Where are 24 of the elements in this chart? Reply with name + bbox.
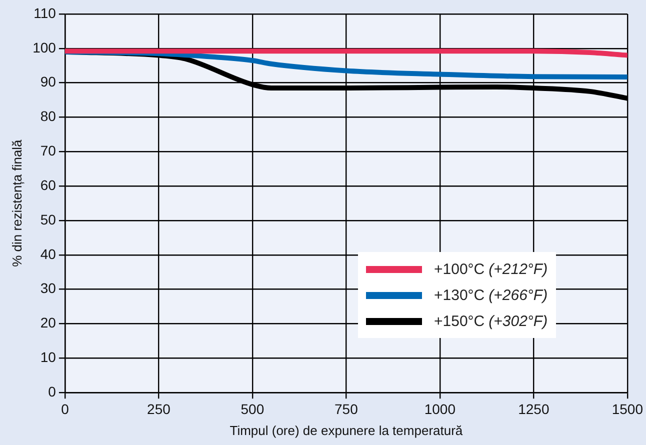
- x-axis-title: Timpul (ore) de expunere la temperatură: [230, 422, 464, 438]
- y-tick-label: 90: [40, 74, 56, 90]
- y-tick-label: 40: [40, 246, 56, 262]
- x-tick-label: 1000: [424, 400, 456, 417]
- y-tick-label: 100: [32, 39, 56, 56]
- y-tick-label: 20: [40, 314, 56, 331]
- x-tick-label: 750: [334, 400, 358, 417]
- y-tick-label: 10: [40, 349, 56, 366]
- x-tick-label: 500: [240, 400, 264, 417]
- x-tick-label: 1500: [612, 400, 644, 417]
- y-tick-label: 70: [40, 142, 56, 159]
- y-tick-label: 110: [34, 4, 56, 21]
- legend-label: +150°C (+302°F): [434, 312, 548, 330]
- y-tick-label: 60: [40, 176, 56, 193]
- x-tick-label: 0: [61, 400, 70, 417]
- y-tick-label: 50: [40, 211, 56, 228]
- x-tick-label: 250: [147, 400, 171, 417]
- y-tick-label: 0: [48, 383, 56, 400]
- y-axis-title: % din rezistența finală: [9, 138, 24, 267]
- y-tick-label: 80: [40, 108, 56, 124]
- y-tick-label: 30: [40, 280, 56, 296]
- x-tick-label: 1250: [518, 400, 550, 417]
- legend-label: +130°C (+266°F): [434, 286, 548, 304]
- legend-label: +100°C (+212°F): [434, 260, 548, 278]
